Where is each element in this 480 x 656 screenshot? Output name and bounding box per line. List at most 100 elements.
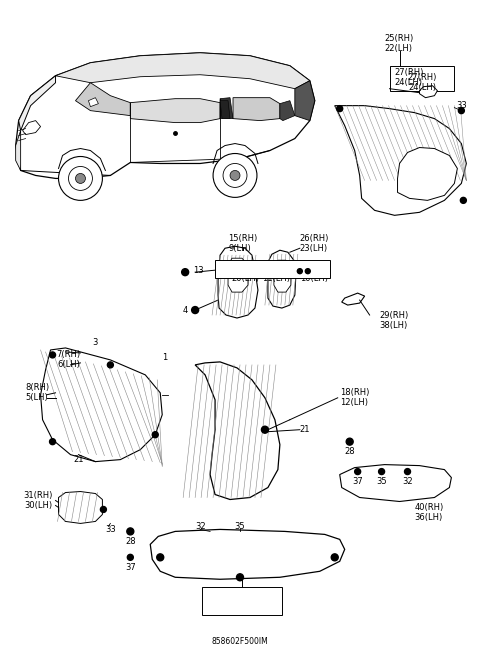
Text: 40(RH): 40(RH) <box>415 503 444 512</box>
FancyBboxPatch shape <box>202 587 282 615</box>
Text: 11(LH): 11(LH) <box>262 274 290 283</box>
Circle shape <box>213 154 257 197</box>
Polygon shape <box>420 86 437 98</box>
Text: 35: 35 <box>376 477 387 486</box>
Polygon shape <box>274 260 291 292</box>
Text: 2: 2 <box>287 264 292 274</box>
Text: 33: 33 <box>105 525 116 534</box>
Polygon shape <box>88 98 98 107</box>
Text: 4: 4 <box>183 306 188 315</box>
Text: 32: 32 <box>402 477 413 486</box>
Circle shape <box>152 432 158 438</box>
Circle shape <box>100 506 107 512</box>
Text: 23(LH): 23(LH) <box>300 244 328 253</box>
Circle shape <box>127 528 134 535</box>
Circle shape <box>108 362 113 368</box>
Text: 27(RH): 27(RH) <box>408 73 437 82</box>
Circle shape <box>192 306 199 314</box>
Polygon shape <box>16 52 315 178</box>
Text: 39(RH): 39(RH) <box>228 597 257 605</box>
Text: 21: 21 <box>73 455 84 464</box>
Text: 38(LH): 38(LH) <box>380 321 408 329</box>
Text: 5(LH): 5(LH) <box>25 394 48 402</box>
Circle shape <box>49 352 56 358</box>
Text: 6(LH): 6(LH) <box>58 360 81 369</box>
Polygon shape <box>19 75 56 131</box>
Polygon shape <box>397 148 457 200</box>
Circle shape <box>405 468 410 474</box>
Text: 21: 21 <box>300 425 311 434</box>
Polygon shape <box>75 83 130 115</box>
Text: 35: 35 <box>235 522 245 531</box>
Text: 17(RH): 17(RH) <box>262 264 291 274</box>
Polygon shape <box>268 250 296 308</box>
Text: 14(RH): 14(RH) <box>231 264 260 274</box>
Circle shape <box>230 171 240 180</box>
Text: 31(RH): 31(RH) <box>23 491 52 500</box>
Circle shape <box>379 468 384 474</box>
FancyBboxPatch shape <box>390 66 455 91</box>
Text: 22(LH): 22(LH) <box>384 45 413 53</box>
Polygon shape <box>342 293 365 305</box>
Text: 34(LH): 34(LH) <box>228 607 256 616</box>
Circle shape <box>346 438 353 445</box>
Text: 37: 37 <box>125 563 136 572</box>
Polygon shape <box>195 362 280 499</box>
Text: 28: 28 <box>125 537 136 546</box>
Circle shape <box>305 269 310 274</box>
Text: 36(LH): 36(LH) <box>415 513 443 522</box>
Text: 16(RH): 16(RH) <box>300 264 329 274</box>
Text: 32: 32 <box>195 522 205 531</box>
Circle shape <box>223 163 247 188</box>
Text: 9(LH): 9(LH) <box>228 244 251 253</box>
Text: 29(RH): 29(RH) <box>380 310 409 319</box>
Polygon shape <box>233 98 280 121</box>
Text: 24(LH): 24(LH) <box>395 78 422 87</box>
Circle shape <box>355 468 360 474</box>
Polygon shape <box>56 52 310 89</box>
Polygon shape <box>41 348 162 462</box>
Polygon shape <box>280 100 295 121</box>
Circle shape <box>297 269 302 274</box>
Text: 33: 33 <box>456 101 467 110</box>
Circle shape <box>460 197 467 203</box>
Text: 12(LH): 12(LH) <box>340 398 368 407</box>
Text: 18(RH): 18(RH) <box>340 388 369 398</box>
Polygon shape <box>220 98 233 119</box>
Polygon shape <box>218 246 258 318</box>
Text: 26(RH): 26(RH) <box>300 234 329 243</box>
Text: 858602F500IM: 858602F500IM <box>212 636 268 646</box>
Text: 1: 1 <box>163 354 168 362</box>
Polygon shape <box>228 258 248 292</box>
Circle shape <box>127 554 133 560</box>
Text: 37: 37 <box>352 477 363 486</box>
Text: 7(RH): 7(RH) <box>56 350 81 359</box>
Polygon shape <box>340 464 451 501</box>
Polygon shape <box>59 491 102 523</box>
Text: 13: 13 <box>193 266 204 275</box>
Polygon shape <box>335 106 467 215</box>
Circle shape <box>458 108 464 113</box>
Circle shape <box>181 269 189 276</box>
Circle shape <box>69 167 93 190</box>
Text: 24(LH): 24(LH) <box>408 83 436 92</box>
Text: 28: 28 <box>344 447 355 456</box>
Polygon shape <box>295 81 315 121</box>
Text: 30(LH): 30(LH) <box>24 501 52 510</box>
Circle shape <box>237 574 243 581</box>
Circle shape <box>262 426 268 433</box>
Text: 15(RH): 15(RH) <box>228 234 257 243</box>
Circle shape <box>49 439 56 445</box>
Polygon shape <box>23 121 41 134</box>
Text: 20(LH): 20(LH) <box>231 274 259 283</box>
Polygon shape <box>16 131 21 171</box>
Polygon shape <box>150 529 345 579</box>
Polygon shape <box>130 98 220 123</box>
Text: 8(RH): 8(RH) <box>25 383 50 392</box>
Text: 10(LH): 10(LH) <box>300 274 328 283</box>
Text: 3: 3 <box>93 338 98 348</box>
Circle shape <box>75 173 85 184</box>
Circle shape <box>331 554 338 561</box>
Circle shape <box>336 106 343 112</box>
Text: 27(RH): 27(RH) <box>395 68 424 77</box>
